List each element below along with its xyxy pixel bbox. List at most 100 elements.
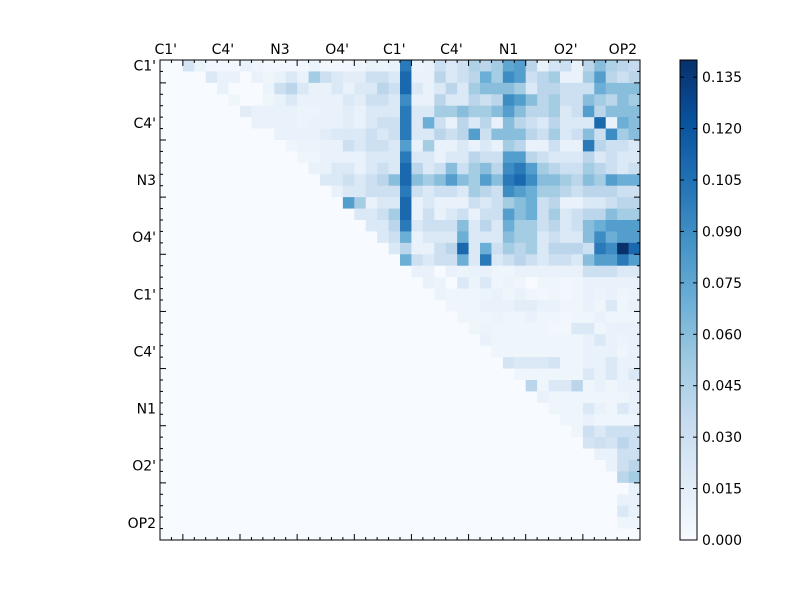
heatmap-cell <box>411 402 424 415</box>
heatmap-cell <box>262 300 275 312</box>
heatmap-cell <box>537 242 549 255</box>
heatmap-cell <box>537 197 549 209</box>
heatmap-cell <box>491 105 504 118</box>
heatmap-cell <box>422 448 435 461</box>
heatmap-cell <box>411 105 424 118</box>
heatmap-cell <box>445 117 458 129</box>
heatmap-cell <box>537 471 549 484</box>
heatmap-cell <box>285 482 298 495</box>
heatmap-cell <box>365 345 378 358</box>
heatmap-cell <box>240 185 252 198</box>
heatmap-cell <box>217 300 229 312</box>
heatmap-cell <box>445 494 458 507</box>
heatmap-cell <box>388 425 401 438</box>
heatmap-cell <box>331 94 344 107</box>
heatmap-cell <box>228 71 241 84</box>
heatmap-cell <box>411 505 424 518</box>
heatmap-cell <box>480 528 492 541</box>
heatmap-cell <box>205 140 218 152</box>
heatmap-cell <box>514 311 527 324</box>
heatmap-cell <box>445 425 458 438</box>
heatmap-cell <box>182 94 195 107</box>
heatmap-cell <box>457 322 469 335</box>
heatmap-cell <box>377 208 389 221</box>
heatmap-cell <box>537 60 549 72</box>
heatmap-cell <box>274 140 287 152</box>
heatmap-cell <box>400 105 412 118</box>
heatmap-cell <box>308 322 321 335</box>
heatmap-cell <box>377 128 389 141</box>
heatmap-cell <box>274 505 287 518</box>
heatmap-cell <box>182 117 195 129</box>
heatmap-cell <box>308 231 321 244</box>
heatmap-cell <box>434 231 447 244</box>
heatmap-cell <box>605 494 618 507</box>
heatmap-cell <box>468 277 481 289</box>
heatmap-cell <box>594 277 607 289</box>
heatmap-cell <box>205 185 218 198</box>
heatmap-cell <box>525 528 538 541</box>
heatmap-cell <box>457 174 469 187</box>
heatmap-cell <box>262 140 275 152</box>
heatmap-cell <box>502 368 515 381</box>
heatmap-cell <box>388 208 401 221</box>
heatmap-cell <box>434 60 447 72</box>
heatmap-cell <box>228 220 241 232</box>
heatmap-cell <box>160 105 172 118</box>
heatmap-cell <box>171 517 184 529</box>
heatmap-cell <box>262 60 275 72</box>
heatmap-cell <box>205 220 218 232</box>
heatmap-cell <box>400 242 412 255</box>
heatmap-cell <box>445 437 458 449</box>
heatmap-cell <box>297 94 309 107</box>
heatmap-cell <box>582 448 595 461</box>
heatmap-cell <box>274 105 287 118</box>
heatmap-cell <box>262 368 275 381</box>
heatmap-cell <box>171 220 184 232</box>
heatmap-cell <box>400 380 412 392</box>
heatmap-cell <box>457 231 469 244</box>
heatmap-cell <box>628 231 641 244</box>
heatmap-cell <box>365 94 378 107</box>
heatmap-cell <box>274 322 287 335</box>
heatmap-cell <box>560 471 572 484</box>
heatmap-cell <box>514 460 527 472</box>
heatmap-cell <box>354 311 367 324</box>
heatmap-cell <box>285 334 298 347</box>
heatmap-cell <box>354 494 367 507</box>
heatmap-cell <box>445 105 458 118</box>
heatmap-cell <box>605 60 618 72</box>
heatmap-cell <box>320 471 332 484</box>
heatmap-cell <box>331 414 344 427</box>
heatmap-cell <box>262 460 275 472</box>
heatmap-cell <box>377 151 389 164</box>
heatmap-cell <box>217 345 229 358</box>
heatmap-cell <box>308 185 321 198</box>
heatmap-cell <box>228 414 241 427</box>
heatmap-cell <box>160 494 172 507</box>
heatmap-cell <box>320 391 332 404</box>
heatmap-cell <box>445 380 458 392</box>
heatmap-cell <box>457 311 469 324</box>
heatmap-cell <box>582 265 595 278</box>
heatmap-cell <box>411 345 424 358</box>
heatmap-cell <box>502 174 515 187</box>
heatmap-cell <box>217 528 229 541</box>
heatmap-cell <box>628 471 641 484</box>
heatmap-cell <box>582 368 595 381</box>
heatmap-cell <box>537 505 549 518</box>
heatmap-cell <box>205 277 218 289</box>
heatmap-cell <box>377 220 389 232</box>
heatmap-cell <box>274 460 287 472</box>
heatmap-cell <box>388 391 401 404</box>
heatmap-cell <box>182 368 195 381</box>
heatmap-cell <box>560 517 572 529</box>
heatmap-cell <box>182 460 195 472</box>
heatmap-cell <box>217 334 229 347</box>
heatmap-cell <box>205 162 218 175</box>
heatmap-cell <box>457 208 469 221</box>
heatmap-cell <box>194 208 207 221</box>
heatmap-cell <box>605 254 618 267</box>
axis-ticks <box>159 59 641 541</box>
heatmap-cell <box>285 345 298 358</box>
